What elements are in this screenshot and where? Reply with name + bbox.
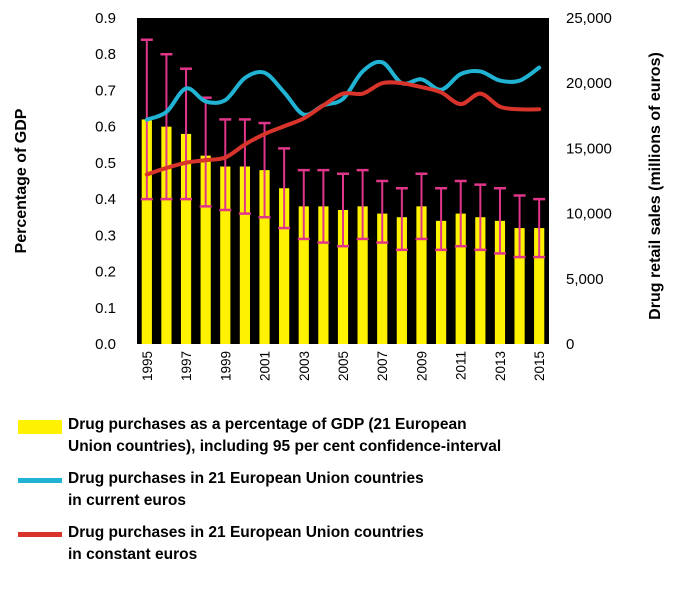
left-axis-title: Percentage of GDP (13, 108, 30, 253)
combo-chart: 0.0 0.1 0.2 0.3 0.4 0.5 0.6 0.7 0.8 0.9 0 5,000 10,… (13, 10, 664, 381)
legend: Drug purchases as a percentage of GDP (2… (18, 414, 668, 576)
x-axis-ticks: 1995 1997 1999 2001 2003 2005 2007 2009 2011 2013… (140, 351, 547, 381)
left-tick-label: 0.9 (95, 10, 116, 27)
left-axis-ticks: 0.0 0.1 0.2 0.3 0.4 0.5 0.6 0.7 0.8 0.9 (95, 10, 116, 353)
left-tick-label: 0.3 (95, 227, 116, 244)
right-tick-label: 25,000 (566, 10, 612, 27)
x-tick-label: 1995 (140, 351, 155, 381)
legend-item-gdp-bars: Drug purchases as a percentage of GDP (2… (18, 414, 668, 458)
x-tick-label: 2015 (532, 351, 547, 381)
left-tick-label: 0.1 (95, 300, 116, 317)
bar-2014 (514, 228, 525, 344)
bar-1998 (200, 155, 211, 344)
bar-2009 (416, 206, 427, 344)
x-tick-label: 2005 (336, 351, 351, 381)
right-tick-label: 0 (566, 336, 574, 353)
left-tick-label: 0.2 (95, 264, 116, 281)
x-tick-label: 2009 (414, 351, 429, 381)
bar-2000 (239, 166, 251, 344)
line-current-euros (144, 59, 542, 122)
right-tick-label: 15,000 (566, 140, 612, 157)
bar-2004 (318, 206, 329, 344)
x-tick-label: 2011 (454, 351, 469, 380)
x-tick-label: 2001 (258, 351, 273, 381)
bar-1997 (180, 133, 192, 344)
bar-2010 (435, 220, 447, 344)
legend-item-constant-euros: Drug purchases in 21 European Union coun… (18, 522, 668, 566)
right-tick-label: 5,000 (566, 271, 604, 288)
left-tick-label: 0.4 (95, 191, 116, 208)
bar-series (141, 119, 545, 345)
right-tick-label: 20,000 (566, 75, 612, 92)
legend-swatch-line (18, 532, 62, 537)
bar-2002 (279, 188, 290, 344)
bar-2013 (494, 220, 506, 344)
legend-label: Drug purchases in 21 European Union coun… (68, 470, 424, 509)
bar-2011 (455, 213, 466, 344)
bar-2007 (377, 213, 388, 344)
right-tick-label: 10,000 (566, 206, 612, 223)
bar-2003 (298, 206, 309, 344)
bar-2015 (534, 228, 545, 344)
left-tick-label: 0.0 (95, 336, 116, 353)
legend-swatch-line (18, 478, 62, 483)
legend-swatch-bar (18, 420, 62, 434)
bar-1995 (141, 119, 152, 344)
bar-2008 (396, 217, 407, 344)
right-axis-title: Drug retail sales (millions of euros) (647, 52, 664, 320)
x-tick-label: 2003 (297, 351, 312, 381)
x-tick-label: 2007 (375, 351, 390, 381)
x-tick-label: 1999 (218, 351, 233, 381)
x-tick-label: 2013 (493, 351, 508, 381)
legend-label: Drug purchases in 21 European Union coun… (68, 524, 424, 563)
bar-2012 (475, 217, 486, 344)
legend-label: Drug purchases as a percentage of GDP (2… (68, 416, 502, 455)
left-tick-label: 0.6 (95, 119, 116, 136)
bar-1999 (220, 166, 231, 344)
line-constant-euros (144, 80, 542, 177)
x-tick-label: 1997 (179, 351, 194, 381)
bar-2005 (337, 209, 349, 344)
left-tick-label: 0.5 (95, 155, 116, 172)
bar-1996 (161, 126, 172, 345)
left-tick-label: 0.7 (95, 82, 116, 99)
bar-2006 (357, 206, 368, 344)
legend-item-current-euros: Drug purchases in 21 European Union coun… (18, 468, 668, 512)
bar-2001 (259, 170, 270, 344)
line-series (144, 59, 542, 177)
right-axis-ticks: 0 5,000 10,000 15,000 20,000 25,000 (566, 10, 612, 353)
left-tick-label: 0.8 (95, 46, 116, 63)
